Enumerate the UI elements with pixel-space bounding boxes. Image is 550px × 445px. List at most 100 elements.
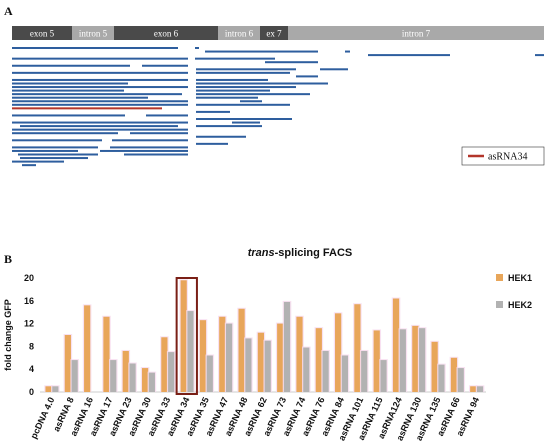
read-alignment	[12, 93, 182, 96]
read-alignment	[12, 57, 188, 60]
bar-hek1-asRNA-76	[315, 328, 322, 392]
bar-hek1-asRNA-35	[199, 320, 207, 392]
bar-hek2-asRNA-115	[380, 360, 387, 392]
read-alignment	[12, 100, 188, 103]
read-alignment	[12, 114, 125, 117]
read-alignment	[196, 78, 268, 81]
read-alignment	[196, 86, 296, 89]
y-tick-label: 8	[29, 341, 34, 351]
bar-hek1-asRNA-84	[335, 313, 342, 392]
read-alignment	[196, 96, 258, 99]
read-alignment	[12, 132, 118, 135]
legend-box	[461, 146, 545, 166]
read-alignment	[12, 86, 188, 89]
bar-hek1-asRNA-34	[180, 280, 187, 392]
read-alignment	[232, 121, 260, 124]
read-alignment	[196, 110, 230, 113]
bar-hek2-asRNA-76	[322, 350, 329, 392]
gene-structure-panel: exon 5 intron 5 exon 6 intron 6 ex 7 intron 7…	[12, 26, 545, 167]
read-alignment	[196, 125, 262, 128]
read-alignment	[196, 135, 246, 138]
legend-label-hek1: HEK1	[508, 273, 532, 283]
read-alignment	[20, 125, 178, 128]
segment-label: intron 7	[402, 29, 431, 39]
bar-hek2-asRNA-66	[457, 368, 464, 392]
chart-title-rest: -splicing FACS	[275, 247, 353, 259]
read-alignment	[12, 78, 188, 81]
read-alignment	[265, 61, 318, 64]
read-alignment	[368, 54, 450, 57]
y-tick-label: 16	[24, 296, 34, 306]
segment-intron-7	[288, 26, 544, 40]
bar-hek2-asRNA-35	[206, 355, 213, 392]
read-alignment	[535, 54, 544, 57]
segment-ex-7	[260, 26, 288, 40]
bar-hek1-asRNA-130	[412, 325, 419, 392]
read-alignment	[22, 164, 36, 167]
bar-hek1-asRNA-135	[431, 341, 438, 392]
read-alignment	[130, 132, 188, 135]
segment-intron-5	[72, 26, 114, 40]
segment-exon-5	[12, 26, 72, 40]
read-alignment	[18, 153, 98, 156]
bar-hek2-pcDNA-4.0	[52, 386, 59, 392]
y-tick-label: 0	[29, 387, 34, 397]
read-alignment	[12, 82, 128, 85]
read-alignment	[112, 139, 188, 142]
bar-hek1-asRNA-30	[141, 368, 149, 392]
bar-hek1-asRNA-66	[450, 357, 458, 392]
chart-title-italic: trans	[248, 247, 275, 259]
bar-hek1-asRNA-8	[64, 335, 71, 392]
bar-hek1-asRNA-94	[470, 386, 477, 392]
bar-hek2-asRNA-135	[438, 364, 445, 392]
chart-title: trans-splicing FACS	[248, 247, 353, 259]
read-alignment	[12, 146, 98, 149]
read-alignment	[12, 89, 124, 92]
segment-label: intron 5	[79, 29, 108, 39]
panel-a-label: A	[4, 4, 13, 18]
bar-hek1-asRNA-23	[122, 350, 129, 392]
bar-hek2-asRNA-47	[225, 323, 233, 392]
bar-hek2-asRNA-8	[71, 360, 78, 392]
legend-label-hek2: HEK2	[508, 300, 532, 310]
bar-hek2-asRNA-74	[303, 347, 310, 392]
segment-label: exon 6	[154, 29, 179, 39]
bar-hek1-asRNA-48	[238, 308, 245, 392]
bar-hek2-asRNA-62	[264, 340, 271, 392]
read-alignment	[146, 114, 188, 117]
read-alignment	[110, 146, 188, 149]
read-alignment	[205, 50, 318, 53]
segment-label: exon 5	[30, 29, 55, 39]
read-alignment	[12, 149, 78, 152]
read-alignment	[196, 71, 290, 74]
read-alignment	[12, 121, 188, 124]
legend-swatch-hek1	[496, 274, 503, 281]
read-alignment	[12, 103, 188, 106]
bar-hek2-asRNA-48	[245, 338, 252, 392]
read-asRNA34	[12, 107, 162, 110]
read-alignment	[12, 71, 188, 74]
read-alignment	[142, 64, 188, 67]
read-alignment	[20, 157, 88, 160]
read-alignment	[12, 64, 130, 67]
bar-hek1-asRNA124	[392, 298, 400, 392]
bar-hek1-asRNA-62	[257, 332, 264, 392]
y-axis-label: fold change GFP	[3, 299, 13, 371]
read-alignment	[196, 142, 228, 145]
legend-label: asRNA34	[488, 152, 527, 163]
legend-swatch-hek2	[496, 301, 503, 308]
read-alignment	[12, 47, 178, 49]
x-tick-label: pcDNA 4.0	[29, 396, 57, 441]
read-alignment	[196, 103, 290, 106]
segment-intron-6	[218, 26, 260, 40]
segment-exon-6	[114, 26, 218, 40]
bar-hek2-asRNA-130	[419, 328, 426, 392]
bar-hek1-asRNA-73	[277, 323, 284, 392]
y-tick-label: 4	[29, 364, 34, 374]
y-tick-label: 12	[24, 319, 34, 329]
bar-hek2-asRNA-23	[129, 363, 136, 392]
read-alignment	[196, 82, 328, 85]
bar-hek1-asRNA-33	[161, 337, 168, 392]
bar-hek1-asRNA-47	[219, 316, 226, 392]
read-alignment	[12, 139, 102, 142]
